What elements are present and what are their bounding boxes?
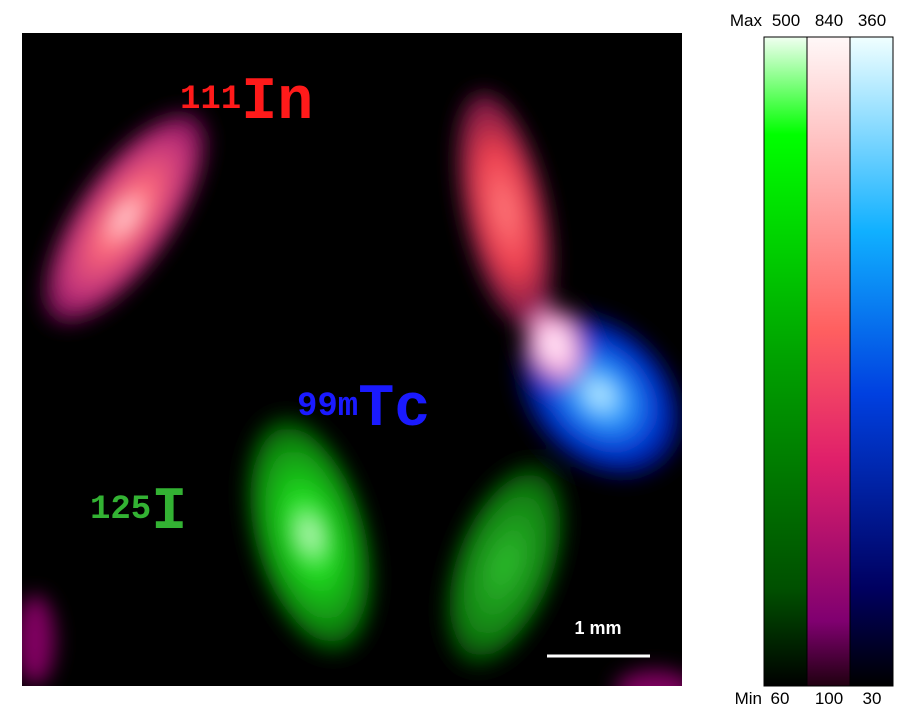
colorbar bbox=[807, 37, 850, 686]
colorbar bbox=[850, 37, 893, 686]
colorbars: Max 500 840 360 Min 60 100 30 bbox=[730, 11, 893, 708]
scale-bar-label: 1 mm bbox=[574, 618, 621, 638]
max-label: Max bbox=[730, 11, 763, 30]
figure: 111In 99mTc 125I 1 mm Max 500 840 360 Mi… bbox=[0, 0, 914, 709]
max-value: 360 bbox=[858, 11, 886, 30]
colorbar bbox=[764, 37, 807, 686]
max-value: 840 bbox=[815, 11, 843, 30]
min-value: 100 bbox=[815, 689, 843, 708]
image: 111In 99mTc 125I 1 mm bbox=[14, 33, 717, 709]
min-value: 30 bbox=[863, 689, 882, 708]
min-value: 60 bbox=[771, 689, 790, 708]
min-label: Min bbox=[735, 689, 762, 708]
max-value: 500 bbox=[772, 11, 800, 30]
